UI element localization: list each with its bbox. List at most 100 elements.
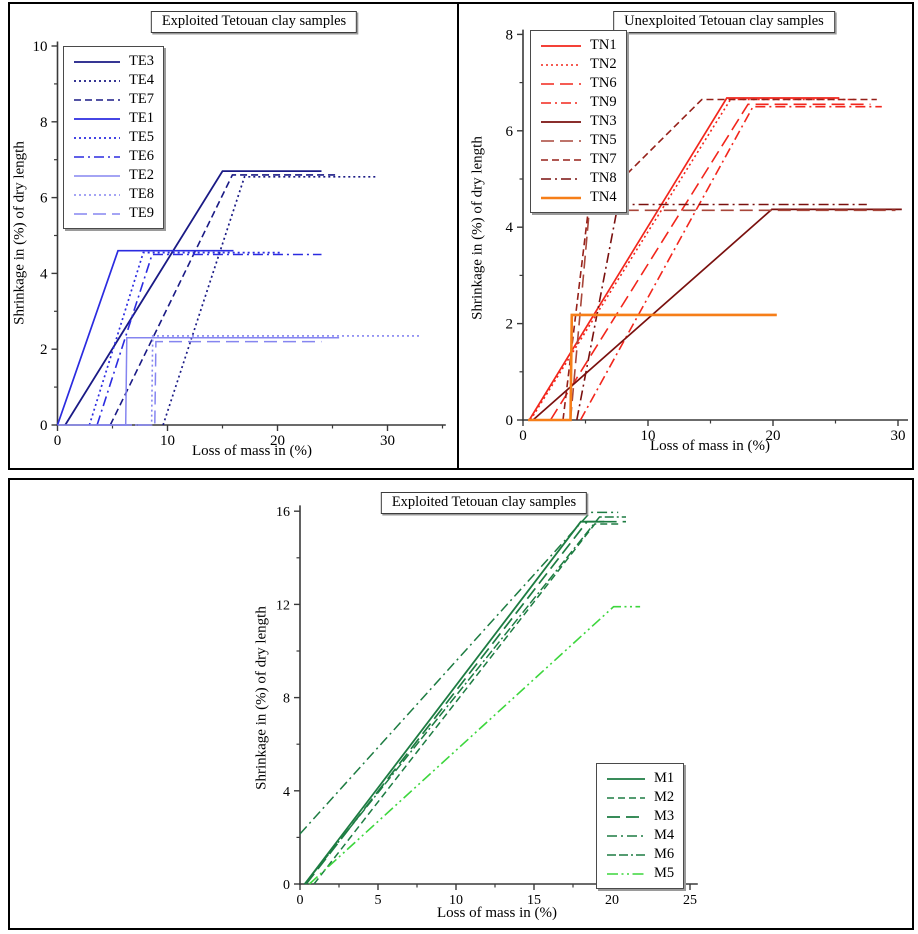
legend-label-TN2: TN2 [590,56,617,73]
legend-item-TN5: TN5 [540,131,617,150]
x-tick-label: 20 [605,893,619,908]
chart-m-title: Exploited Tetouan clay samples [380,492,588,514]
legend-item-TE8: TE8 [73,185,154,204]
legend-item-M3: M3 [606,807,674,826]
legend-label-TE4: TE4 [129,72,154,89]
y-tick-label: 6 [40,191,48,207]
series-line-M2 [313,523,619,885]
series-line-TE1 [56,249,234,426]
x-tick-label: 10 [449,893,463,908]
y-tick-label: 8 [40,115,48,131]
legend-line-sample-TN7 [541,158,581,161]
legend-line-sample-TE9 [74,212,120,215]
legend-item-TN3: TN3 [540,112,617,131]
legend-item-TE4: TE4 [73,71,154,90]
legend-item-TE5: TE5 [73,128,154,147]
legend-label-TN6: TN6 [590,75,617,92]
legend-label-TE5: TE5 [129,129,154,146]
legend-item-TE1: TE1 [73,109,154,128]
legend-label-TN9: TN9 [590,94,617,111]
legend-item-TN4: TN4 [540,188,617,207]
legend-label-TE3: TE3 [129,53,154,70]
y-tick-label: 0 [40,418,48,434]
legend-item-TE2: TE2 [73,166,154,185]
chart-tn-legend: TN1 TN2 TN6 TN9 TN3 TN5 TN7 TN8 TN4 [530,30,627,213]
chart-tn-ylabel: Shrinkage in (%) of dry length [469,136,486,320]
series-line-TE5 [88,251,281,426]
legend-item-TN8: TN8 [540,169,617,188]
legend-line-sample-TN2 [541,63,581,66]
x-tick-label: 5 [375,893,382,908]
legend-item-TE9: TE9 [73,204,154,223]
legend-label-TE9: TE9 [129,205,154,222]
chart-te-title: Exploited Tetouan clay samples [150,11,358,33]
legend-label-TE2: TE2 [129,167,154,184]
series-line-TE2 [57,337,340,426]
legend-item-TE7: TE7 [73,90,154,109]
series-line-TN9 [579,105,882,421]
y-tick-label: 12 [276,598,290,613]
legend-label-M6: M6 [654,846,675,863]
x-tick-label: 15 [527,893,541,908]
y-tick-label: 2 [506,317,514,333]
series-line-TE7 [109,174,338,426]
series-line-TE9 [99,340,322,426]
series-line-M6 [304,516,626,885]
legend-item-TE3: TE3 [73,52,154,71]
y-tick-label: 0 [506,413,514,429]
legend-item-M4: M4 [606,826,674,845]
series-line-M5 [308,605,641,885]
chart-te-ylabel: Shrinkage in (%) of dry length [11,141,28,325]
legend-line-sample-TE3 [74,60,120,63]
legend-label-M1: M1 [654,770,675,787]
chart-m-ylabel: Shrinkage in (%) of dry length [253,606,270,790]
y-tick-label: 2 [40,342,48,358]
legend-item-M6: M6 [606,845,674,864]
legend-line-sample-M1 [607,777,645,780]
legend-label-M2: M2 [654,789,675,806]
legend-line-sample-M3 [607,815,645,818]
legend-label-M3: M3 [654,808,675,825]
legend-label-TE8: TE8 [129,186,154,203]
series-line-M1 [303,520,605,885]
x-tick-label: 10 [160,433,175,449]
series-line-TE3 [64,170,322,426]
legend-line-sample-TE4 [74,79,120,82]
legend-line-sample-TE2 [74,174,120,177]
bottom-panel-border [8,478,914,930]
y-tick-label: 8 [506,27,514,43]
legend-label-TE7: TE7 [129,91,154,108]
legend-line-sample-TN8 [541,177,581,180]
legend-line-sample-TE5 [74,136,120,139]
y-tick-label: 4 [40,266,48,282]
legend-item-TN7: TN7 [540,150,617,169]
legend-label-M4: M4 [654,827,675,844]
chart-te-legend: TE3 TE4 TE7 TE1 TE5 TE6 TE2 TE8 TE9 [63,46,164,229]
chart-m-legend: M1 M2 M3 M4 M6 M5 [596,763,685,889]
legend-label-M5: M5 [654,865,675,882]
legend-line-sample-M6 [607,853,645,856]
series-line-TE4 [162,175,377,426]
y-tick-label: 10 [33,39,48,55]
chart-tn-xlabel: Loss of mass in (%) [650,438,770,454]
x-tick-label: 20 [766,428,781,444]
x-tick-label: 0 [519,428,527,444]
chart-m-xlabel: Loss of mass in (%) [437,905,557,921]
legend-label-TE1: TE1 [129,110,154,127]
legend-line-sample-TN6 [541,82,581,85]
y-tick-label: 4 [283,785,290,800]
series-line-TN3 [532,208,902,421]
x-tick-label: 25 [683,893,697,908]
legend-label-TN3: TN3 [590,113,617,130]
legend-item-M5: M5 [606,864,674,883]
legend-label-TN7: TN7 [590,151,617,168]
legend-line-sample-TN4 [541,196,581,199]
y-tick-label: 6 [506,124,514,140]
x-tick-label: 0 [297,893,304,908]
legend-line-sample-TE8 [74,193,120,196]
series-line-TN7 [562,98,877,421]
legend-label-TN1: TN1 [590,37,617,54]
y-tick-label: 16 [276,505,290,520]
